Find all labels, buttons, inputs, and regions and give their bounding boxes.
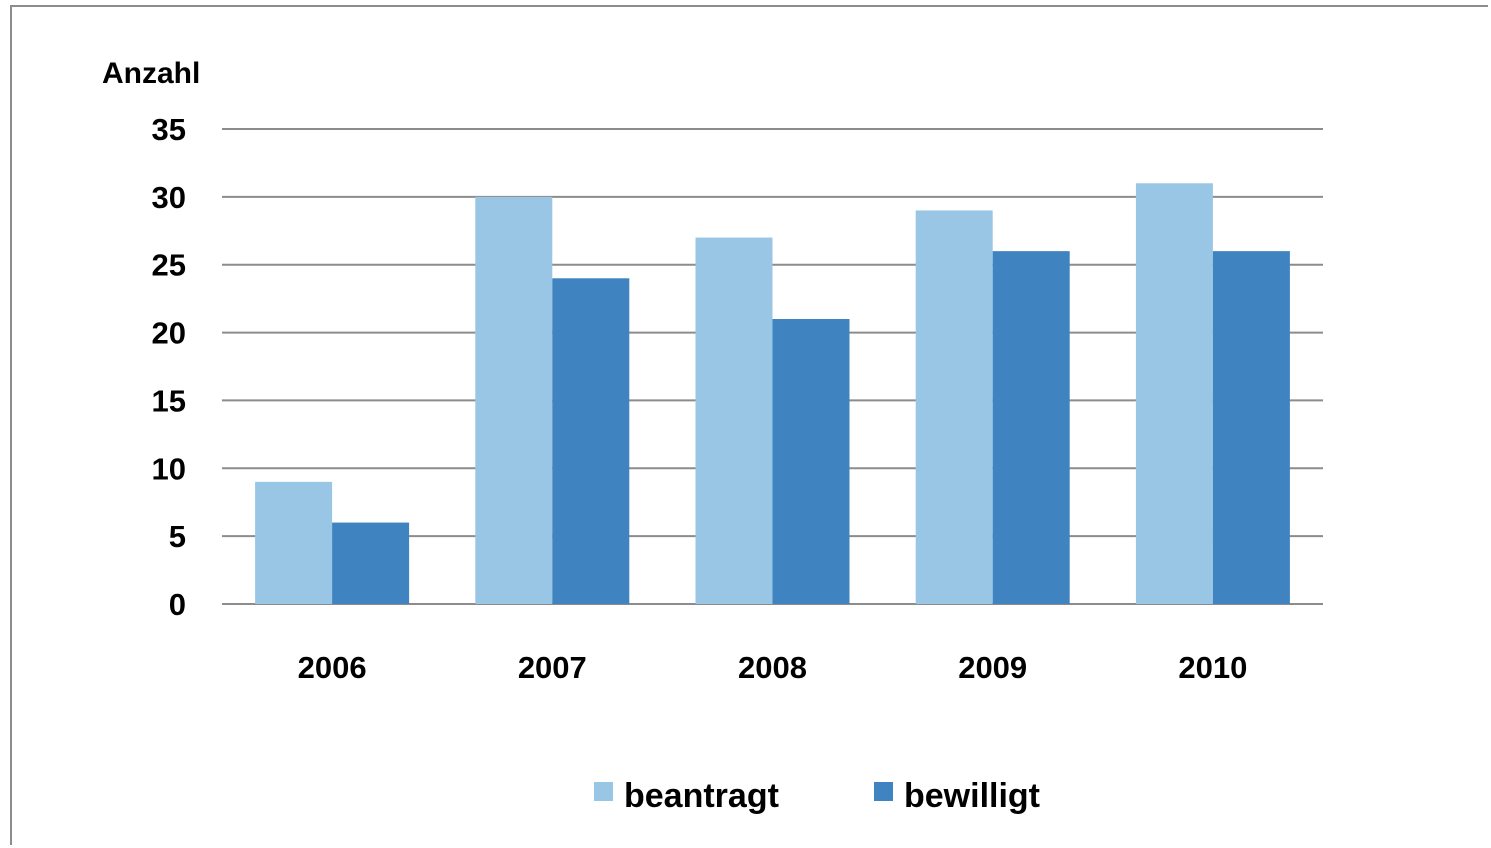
x-tick-label: 2009 bbox=[958, 650, 1027, 685]
bar-bewilligt-2007 bbox=[552, 278, 630, 604]
bar-beantragt-2010 bbox=[1135, 183, 1213, 605]
y-tick-label: 10 bbox=[152, 451, 186, 486]
legend-swatch-bewilligt bbox=[874, 782, 893, 801]
bar-bewilligt-2006 bbox=[332, 522, 410, 604]
y-tick-label: 20 bbox=[152, 316, 186, 351]
x-tick-label: 2010 bbox=[1178, 650, 1247, 685]
legend: beantragt bewilligt bbox=[594, 777, 1040, 815]
legend-swatch-beantragt bbox=[594, 782, 613, 801]
y-tick-label: 15 bbox=[152, 383, 186, 418]
legend-label-beantragt: beantragt bbox=[624, 777, 779, 815]
bar-beantragt-2008 bbox=[695, 237, 773, 605]
bar-beantragt-2007 bbox=[475, 196, 553, 604]
y-tick-label: 25 bbox=[152, 248, 186, 283]
x-tick-label: 2006 bbox=[298, 650, 367, 685]
x-axis-ticks: 2006 2007 2008 2009 2010 bbox=[298, 650, 1248, 685]
x-tick-label: 2007 bbox=[518, 650, 587, 685]
bar-beantragt-2009 bbox=[915, 210, 993, 604]
bar-bewilligt-2009 bbox=[992, 251, 1070, 604]
y-axis-ticks: 0 5 10 15 20 25 30 35 bbox=[152, 112, 186, 622]
bar-beantragt-2006 bbox=[255, 481, 333, 604]
bars bbox=[255, 183, 1290, 605]
y-tick-label: 35 bbox=[152, 112, 186, 147]
x-tick-label: 2008 bbox=[738, 650, 807, 685]
y-axis-title: Anzahl bbox=[102, 57, 200, 90]
y-tick-label: 0 bbox=[169, 587, 186, 622]
legend-label-bewilligt: bewilligt bbox=[904, 777, 1040, 815]
bar-bewilligt-2010 bbox=[1212, 251, 1290, 604]
bar-bewilligt-2008 bbox=[772, 319, 850, 604]
y-tick-label: 30 bbox=[152, 180, 186, 215]
y-tick-label: 5 bbox=[169, 519, 186, 554]
